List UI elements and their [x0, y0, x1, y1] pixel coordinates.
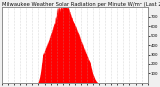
Text: Milwaukee Weather Solar Radiation per Minute W/m² (Last 24 Hours): Milwaukee Weather Solar Radiation per Mi…	[2, 2, 160, 7]
